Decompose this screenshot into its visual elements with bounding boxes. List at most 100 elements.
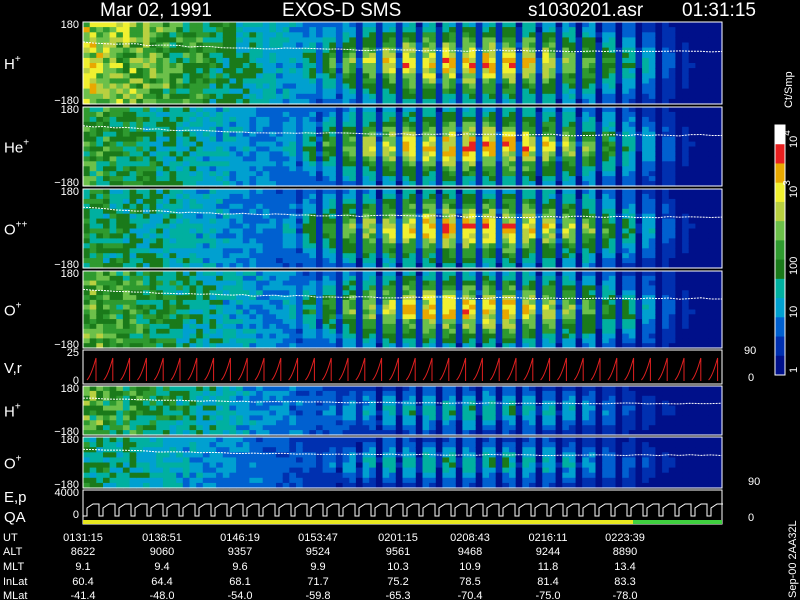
spectrogram-cell	[475, 116, 483, 123]
spectrogram-cell	[189, 218, 197, 225]
spectrogram-cell	[389, 171, 397, 177]
spectrogram-cell	[429, 198, 437, 205]
spectrogram-cell	[409, 116, 417, 123]
spectrogram-cell	[229, 166, 237, 172]
spectrogram-cell	[162, 161, 171, 167]
spectrogram-cell	[382, 73, 390, 79]
spectrogram-cell	[182, 299, 191, 306]
spectrogram-cell	[176, 314, 184, 320]
spectrogram-cell	[83, 333, 91, 339]
spectrogram-cell	[702, 156, 710, 162]
spectrogram-cell	[535, 121, 543, 128]
spectrogram-cell	[149, 98, 157, 105]
spectrogram-cell	[116, 166, 124, 172]
spectrogram-cell	[296, 22, 304, 28]
spectrogram-cell	[542, 238, 550, 244]
spectrogram-cell	[708, 243, 716, 249]
spectrogram-cell	[635, 218, 643, 225]
spectrogram-cell	[575, 203, 583, 210]
spectrogram-cell	[588, 22, 597, 28]
spectrogram-cell	[642, 47, 650, 54]
spectrogram-cell	[222, 218, 231, 225]
spectrogram-cell	[202, 290, 211, 296]
spectrogram-cell	[136, 146, 144, 152]
spectrogram-cell	[349, 78, 357, 85]
spectrogram-cell	[502, 228, 510, 234]
spectrogram-cell	[322, 171, 330, 177]
spectrogram-cell	[229, 309, 237, 315]
spectrogram-cell	[509, 189, 517, 195]
spectrogram-cell	[129, 328, 137, 335]
spectrogram-cell	[695, 238, 703, 244]
spectrogram-cell	[149, 189, 157, 195]
spectrogram-cell	[296, 98, 304, 105]
spectrogram-cell	[176, 22, 184, 28]
spectrogram-cell	[635, 166, 643, 172]
spectrogram-cell	[655, 248, 663, 254]
spectrogram-cell	[522, 98, 530, 105]
spectrogram-cell	[116, 68, 124, 74]
spectrogram-cell	[89, 323, 97, 330]
spectrogram-cell	[675, 253, 683, 259]
spectrogram-cell	[462, 68, 470, 74]
spectrogram-cell	[688, 141, 696, 148]
spectrogram-cell	[449, 208, 457, 215]
spectrogram-cell	[116, 57, 124, 64]
spectrogram-cell	[169, 68, 177, 74]
spectrogram-cell	[302, 181, 310, 187]
spectrogram-cell	[668, 193, 677, 200]
spectrogram-cell	[682, 131, 690, 138]
spectrogram-cell	[149, 233, 157, 239]
spectrogram-cell	[582, 63, 590, 69]
spectrogram-cell	[462, 189, 470, 195]
spectrogram-cell	[329, 78, 337, 85]
spectrogram-cell	[409, 253, 417, 259]
spectrogram-cell	[142, 181, 151, 187]
spectrogram-cell	[96, 218, 104, 225]
spectrogram-cell	[242, 243, 251, 249]
spectrogram-cell	[449, 126, 457, 133]
spectrogram-cell	[216, 78, 224, 85]
spectrogram-cell	[189, 243, 197, 249]
spectrogram-cell	[182, 181, 191, 187]
spectrogram-cell	[129, 176, 137, 182]
spectrogram-cell	[369, 223, 377, 230]
spectrogram-cell	[602, 57, 610, 64]
spectrogram-cell	[369, 93, 377, 100]
spectrogram-cell	[495, 83, 503, 90]
spectrogram-cell	[309, 213, 317, 220]
spectrogram-cell	[236, 271, 244, 277]
spectrogram-cell	[602, 73, 610, 79]
spectrogram-cell	[149, 116, 157, 123]
spectrogram-cell	[522, 131, 530, 138]
spectrogram-cell	[209, 88, 217, 95]
spectrogram-cell	[409, 126, 417, 133]
spectrogram-cell	[329, 83, 337, 90]
spectrogram-cell	[276, 181, 284, 187]
spectrogram-cell	[96, 285, 104, 291]
spectrogram-cell	[575, 83, 583, 90]
spectrogram-cell	[236, 333, 244, 339]
spectrogram-cell	[582, 93, 590, 100]
spectrogram-cell	[708, 238, 716, 244]
spectrogram-cell	[715, 63, 723, 69]
spectrogram-cell	[622, 68, 630, 74]
spectrogram-cell	[668, 208, 677, 215]
spectrogram-cell	[588, 238, 597, 244]
spectrogram-cell	[509, 181, 517, 187]
spectrogram-cell	[369, 37, 377, 44]
spectrogram-cell	[162, 151, 171, 157]
spectrogram-cell	[529, 238, 537, 244]
spectrogram-cell	[562, 73, 570, 79]
spectrogram-cell	[182, 309, 191, 315]
spectrogram-cell	[89, 176, 97, 182]
spectrogram-cell	[216, 116, 224, 123]
spectrogram-cell	[535, 198, 543, 205]
spectrogram-cell	[409, 146, 417, 152]
spectrogram-cell	[382, 136, 390, 143]
spectrogram-cell	[462, 93, 470, 100]
spectrogram-cell	[249, 73, 257, 79]
spectrogram-cell	[269, 181, 277, 187]
spectrogram-cell	[682, 258, 690, 264]
spectrogram-cell	[548, 151, 557, 157]
